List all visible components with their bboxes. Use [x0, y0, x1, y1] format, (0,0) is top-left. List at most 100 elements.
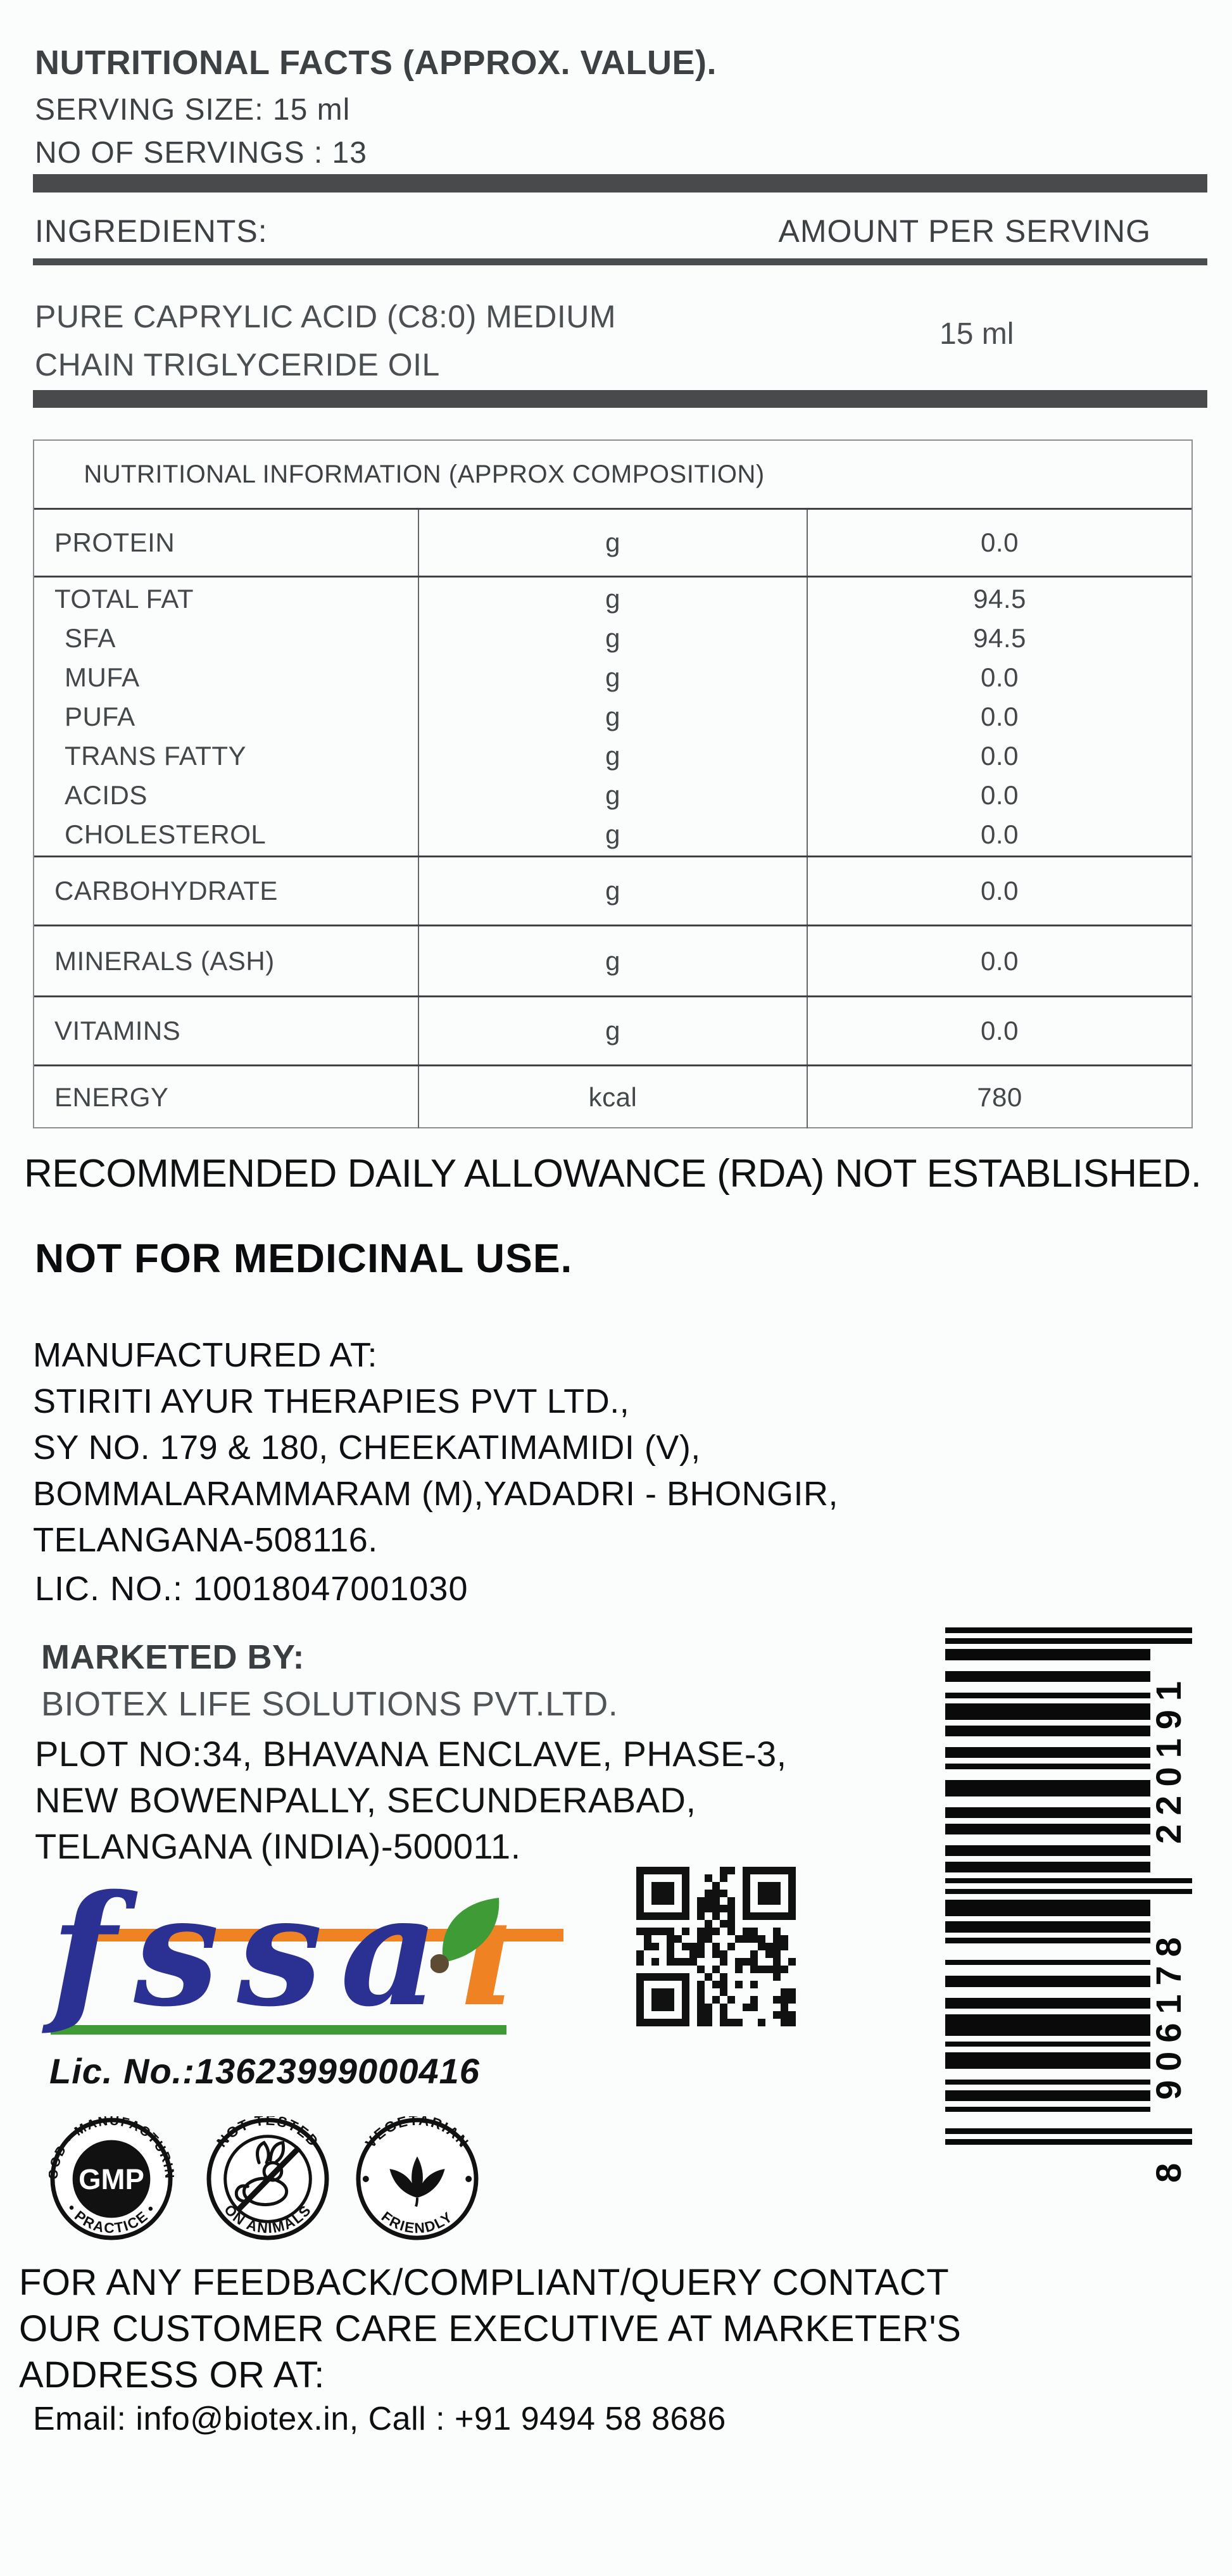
qr-module [644, 1867, 651, 1874]
qr-module [758, 1890, 765, 1897]
qr-module [705, 2011, 712, 2019]
barcode-bar [945, 1627, 1192, 1633]
row-unit: g [605, 1016, 620, 1045]
qr-module [667, 1996, 674, 2004]
manufacturer-block: MANUFACTURED AT: STIRITI AYUR THERAPIES … [33, 1332, 838, 1563]
qr-module [705, 1935, 712, 1943]
qr-module [682, 1867, 689, 1874]
barcode-bar [945, 1823, 1150, 1829]
table-cell-row-value: 780 [808, 1066, 1191, 1128]
qr-module [727, 1928, 735, 1935]
marketer-address-line: NEW BOWENPALLY, SECUNDERABAD, [35, 1780, 696, 1820]
qr-module [644, 1935, 651, 1943]
qr-module [682, 1943, 689, 1950]
row-unit: g [605, 876, 620, 906]
barcode-bar [945, 1747, 1150, 1753]
leaves-icon: VEGETARIAN FRIENDLY [356, 2112, 479, 2240]
svg-text:GMP: GMP [79, 2163, 144, 2195]
qr-module [636, 1996, 644, 2004]
qr-module [651, 1912, 659, 1920]
barcode-bar [945, 1959, 1150, 1966]
qr-module [788, 1867, 796, 1874]
row-value: 780 [977, 1082, 1022, 1112]
qr-module [788, 1988, 796, 1996]
qr-module [674, 1958, 682, 1966]
table-cell-row-name: VITAMINS [34, 997, 418, 1064]
qr-module [765, 1897, 773, 1905]
barcode-bar [945, 1938, 1150, 1943]
qr-module [758, 1935, 765, 1943]
qr-module [765, 1867, 773, 1874]
qr-module [773, 1882, 781, 1890]
qr-module [781, 1912, 788, 1920]
table-row: TOTAL FAT SFA MUFA PUFA TRANS FATTY ACIDS CHOL… [34, 576, 1191, 856]
not-tested-on-animals-badge: NOT TESTED ON ANIMALS [205, 2112, 330, 2242]
qr-module [743, 1958, 750, 1966]
row-unit: g [605, 740, 620, 771]
qr-module [781, 2019, 788, 2026]
qr-module [659, 1912, 667, 1920]
qr-module [743, 1897, 750, 1905]
qr-code [636, 1867, 796, 2026]
qr-module [651, 1996, 659, 2004]
qr-module [781, 1996, 788, 2004]
qr-module [773, 1935, 781, 1943]
qr-module [781, 1966, 788, 1973]
qr-module [682, 1973, 689, 1981]
qr-module [697, 1996, 705, 2004]
qr-module [636, 1958, 644, 1966]
qr-module [636, 1897, 644, 1905]
qr-module [697, 1928, 705, 1935]
qr-module [720, 1950, 727, 1958]
row-unit: g [605, 780, 620, 810]
qr-module [682, 2019, 689, 2026]
qr-module [651, 1988, 659, 1996]
qr-module [743, 1905, 750, 1912]
qr-module [697, 1905, 705, 1912]
qr-module [651, 1867, 659, 1874]
row-unit: g [605, 622, 620, 653]
qr-module [697, 2019, 705, 2026]
qr-module [682, 1882, 689, 1890]
qr-module [788, 1882, 796, 1890]
qr-module [667, 1943, 674, 1950]
qr-module [788, 1890, 796, 1897]
qr-module [651, 1882, 659, 1890]
barcode-bar [945, 1779, 1150, 1786]
table-cell-row-name: ENERGY [34, 1066, 418, 1128]
table-cell-row-unit: g [418, 997, 808, 1064]
divider-bar-top [33, 174, 1207, 193]
barcode-bar [945, 2030, 1150, 2036]
qr-module [720, 1958, 727, 1966]
barcode-bar [945, 2139, 1192, 2145]
qr-module [773, 1897, 781, 1905]
qr-module [743, 1867, 750, 1874]
qr-module [720, 1874, 727, 1882]
qr-module [743, 1890, 750, 1897]
barcode-bar [945, 1676, 1150, 1682]
barcode-bars: 8 906178 220191 [945, 1625, 1198, 2185]
table-row: VITAMINS g 0.0 [34, 995, 1191, 1064]
table-cell-row-unit: g [418, 510, 808, 576]
qr-module [773, 1950, 781, 1958]
qr-module [743, 1874, 750, 1882]
barcode-bar [945, 1725, 1150, 1731]
row-name: TOTAL FAT [54, 583, 194, 614]
qr-module [667, 2004, 674, 2011]
servings-count-text: NO OF SERVINGS : 13 [35, 136, 367, 170]
qr-module [682, 1988, 689, 1996]
row-name: VITAMINS [54, 1016, 181, 1045]
qr-module [682, 1905, 689, 1912]
qr-module [636, 2004, 644, 2011]
qr-module [697, 1966, 705, 1973]
row-name: ENERGY [54, 1082, 169, 1112]
row-name: CHOLESTEROL [65, 819, 267, 849]
table-row: PROTEIN g 0.0 [34, 510, 1191, 576]
qr-module [750, 1958, 758, 1966]
qr-module [651, 1973, 659, 1981]
barcode-bar [945, 1905, 1150, 1911]
qr-module [781, 2011, 788, 2019]
qr-module [773, 1943, 781, 1950]
qr-module [705, 1897, 712, 1905]
qr-module [727, 1867, 735, 1874]
